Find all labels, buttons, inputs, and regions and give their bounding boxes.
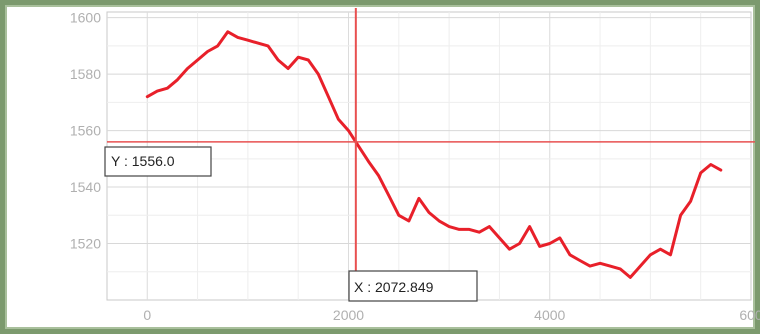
x-readout-box: X : 2072.849 bbox=[348, 270, 478, 302]
y-tick-label: 1580 bbox=[70, 66, 101, 82]
y-tick-label: 1600 bbox=[70, 10, 101, 26]
x-tick-label: 600 bbox=[739, 307, 760, 323]
x-readout-label: X : 2072.849 bbox=[354, 279, 434, 295]
series-line bbox=[145, 30, 723, 279]
x-tick-label: 0 bbox=[143, 307, 151, 323]
series-layer bbox=[145, 30, 723, 279]
y-tick-label: 1540 bbox=[70, 179, 101, 195]
y-tick-label: 1520 bbox=[70, 236, 101, 252]
y-readout-label: Y : 1556.0 bbox=[111, 153, 175, 169]
x-tick-label: 2000 bbox=[333, 307, 364, 323]
crosshair[interactable] bbox=[107, 8, 755, 300]
plot-area[interactable] bbox=[106, 11, 752, 301]
grid-lines bbox=[107, 12, 751, 300]
y-tick-label: 1560 bbox=[70, 123, 101, 139]
y-readout-box: Y : 1556.0 bbox=[104, 146, 212, 177]
tick-labels: 0 2000 4000 600 1520 1540 1560 1580 1600 bbox=[70, 10, 760, 323]
x-tick-label: 4000 bbox=[534, 307, 565, 323]
